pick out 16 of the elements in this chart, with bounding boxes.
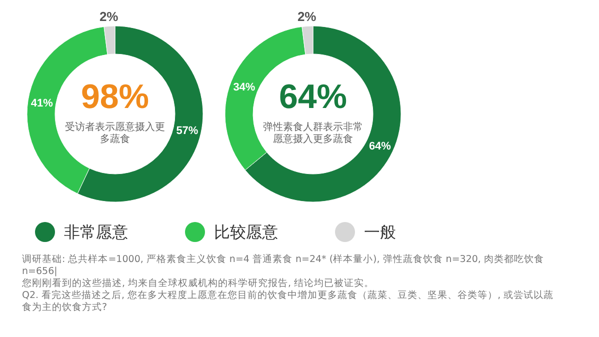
legend-label: 非常愿意: [64, 222, 128, 242]
text: 您刚刚看到的这些描述, 均来自全球权威机构的科学研究报告, 结论均已被证实。: [21, 277, 374, 289]
data-label: 64%: [368, 140, 392, 152]
text: 调研基础: 总共样本=1000, 严格素食主义饮食 n=4 普通素食 n=24* (样本量小), 弹性蔬食饮食 n=320, 肉类都吃饮食 n=656|: [22, 253, 544, 277]
text: 受访者表示愿意摄入更多蔬食: [65, 121, 165, 145]
data-label: 41%: [30, 97, 54, 110]
data-label: 34%: [233, 82, 256, 94]
data-label: 2%: [99, 8, 119, 24]
data-label: 57%: [176, 124, 198, 137]
text: 64%: [278, 78, 348, 116]
text: 98%: [80, 78, 150, 116]
legend-label: 比较愿意: [214, 222, 278, 242]
data-label: 2%: [297, 8, 317, 24]
text: Q2. 看完这些描述之后, 您在多大程度上愿意在您目前的饮食中增加更多蔬食（蔬菜、豆类、坚果、谷类等）, 或尝试以蔬食为主的饮食方式?: [22, 289, 554, 313]
legend-label: 一般: [364, 222, 396, 242]
text: 弹性素食人群表示非常愿意摄入更多蔬食: [263, 121, 363, 145]
